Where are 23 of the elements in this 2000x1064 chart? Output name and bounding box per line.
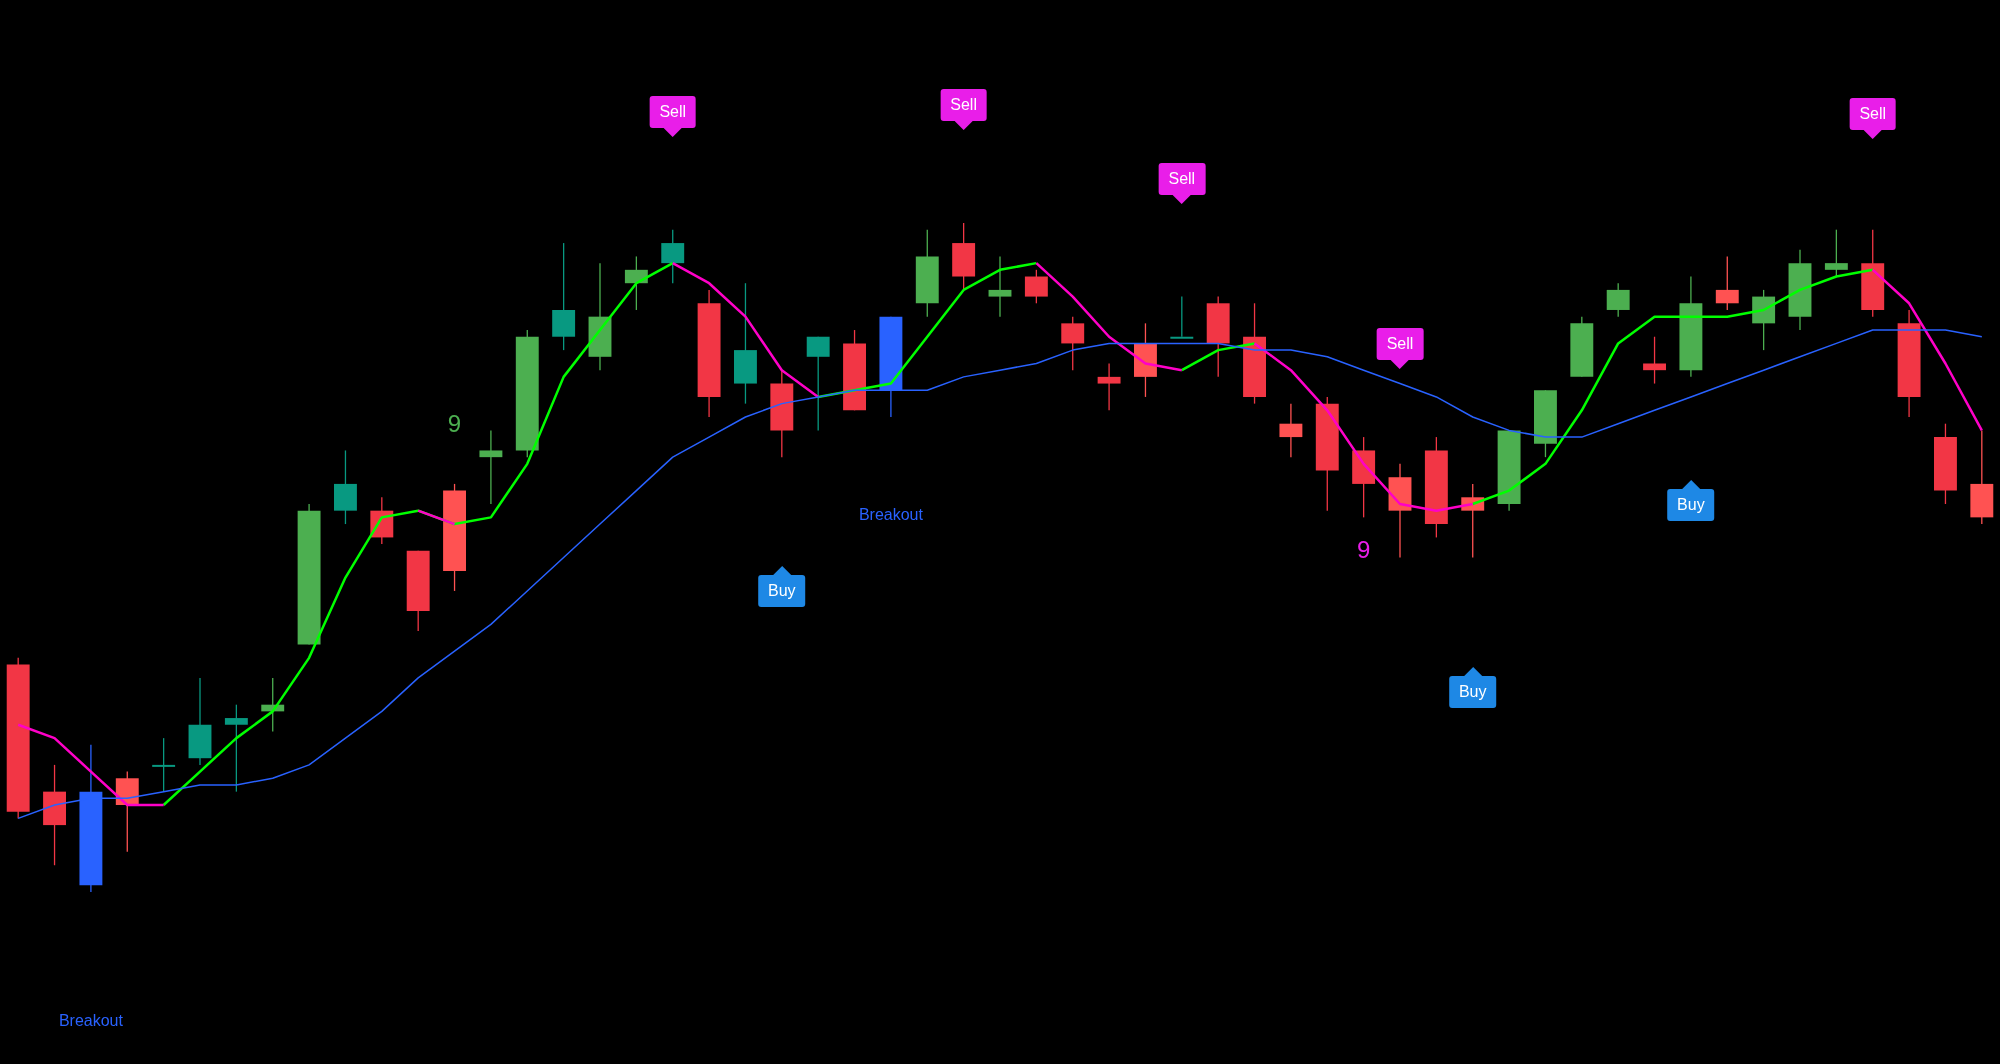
- candlestick: [1279, 402, 1303, 458]
- candlestick: [1024, 269, 1048, 304]
- candlestick: [1643, 336, 1666, 385]
- annotation: 9: [1356, 536, 1371, 565]
- text: Breakout: [58, 1012, 123, 1030]
- candlestick: [1097, 362, 1121, 411]
- annotation: Breakout: [858, 506, 923, 524]
- candlestick: [224, 704, 248, 793]
- candlestick: [988, 255, 1012, 318]
- candlestick: [1824, 229, 1848, 278]
- candlestick: [1061, 316, 1085, 371]
- annotation: Buy: [1448, 675, 1497, 708]
- candlestick: [1606, 282, 1630, 318]
- candlestick: [806, 336, 830, 432]
- annotation: 9: [447, 409, 462, 438]
- candlestick: [661, 229, 685, 284]
- candlestick: [1715, 255, 1739, 311]
- annotation: Buy: [1667, 488, 1715, 521]
- candlestick: [1170, 295, 1194, 339]
- annotation: Sell: [1376, 327, 1424, 360]
- candlestick: [152, 737, 176, 793]
- annotation: Buy: [758, 575, 806, 608]
- candlestick: [479, 429, 503, 505]
